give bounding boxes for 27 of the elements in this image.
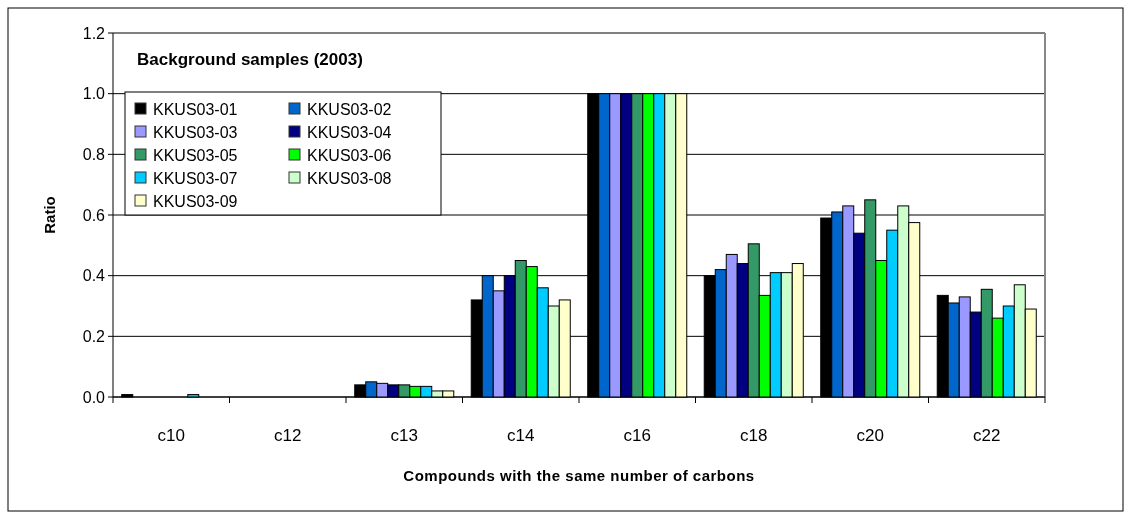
y-tick-label: 0.0	[82, 388, 106, 406]
x-tick-label: c22	[973, 426, 1001, 445]
x-tick-label: c20	[856, 426, 884, 445]
legend-label: KKUS03-07	[153, 169, 238, 187]
y-tick-label: 0.4	[82, 267, 106, 285]
text: Background samples (2003)	[137, 50, 363, 69]
y-tick-label: 0.2	[82, 327, 106, 345]
legend-label: KKUS03-05	[153, 146, 238, 164]
y-tick-label: 0.6	[82, 206, 106, 224]
x-tick-label: c12	[274, 426, 302, 445]
y-tick-label: 1.0	[82, 85, 106, 103]
x-axis-title: Compounds with the same number of carbons	[403, 467, 755, 484]
y-axis-title: Ratio	[41, 196, 58, 234]
legend-label: KKUS03-06	[307, 146, 392, 164]
legend-label: KKUS03-08	[307, 169, 392, 187]
x-tick-label: c13	[390, 426, 418, 445]
x-tick-label: c10	[157, 426, 185, 445]
y-tick-label: 0.8	[82, 145, 106, 163]
legend-label: KKUS03-02	[307, 100, 392, 118]
x-tick-label: c14	[507, 426, 535, 445]
legend-label: KKUS03-09	[153, 192, 238, 210]
legend-label: KKUS03-03	[153, 123, 238, 141]
y-tick-label: 1.2	[82, 24, 106, 42]
x-tick-label: c16	[623, 426, 651, 445]
x-tick-label: c18	[740, 426, 768, 445]
legend-label: KKUS03-01	[153, 100, 238, 118]
legend-label: KKUS03-04	[307, 123, 392, 141]
